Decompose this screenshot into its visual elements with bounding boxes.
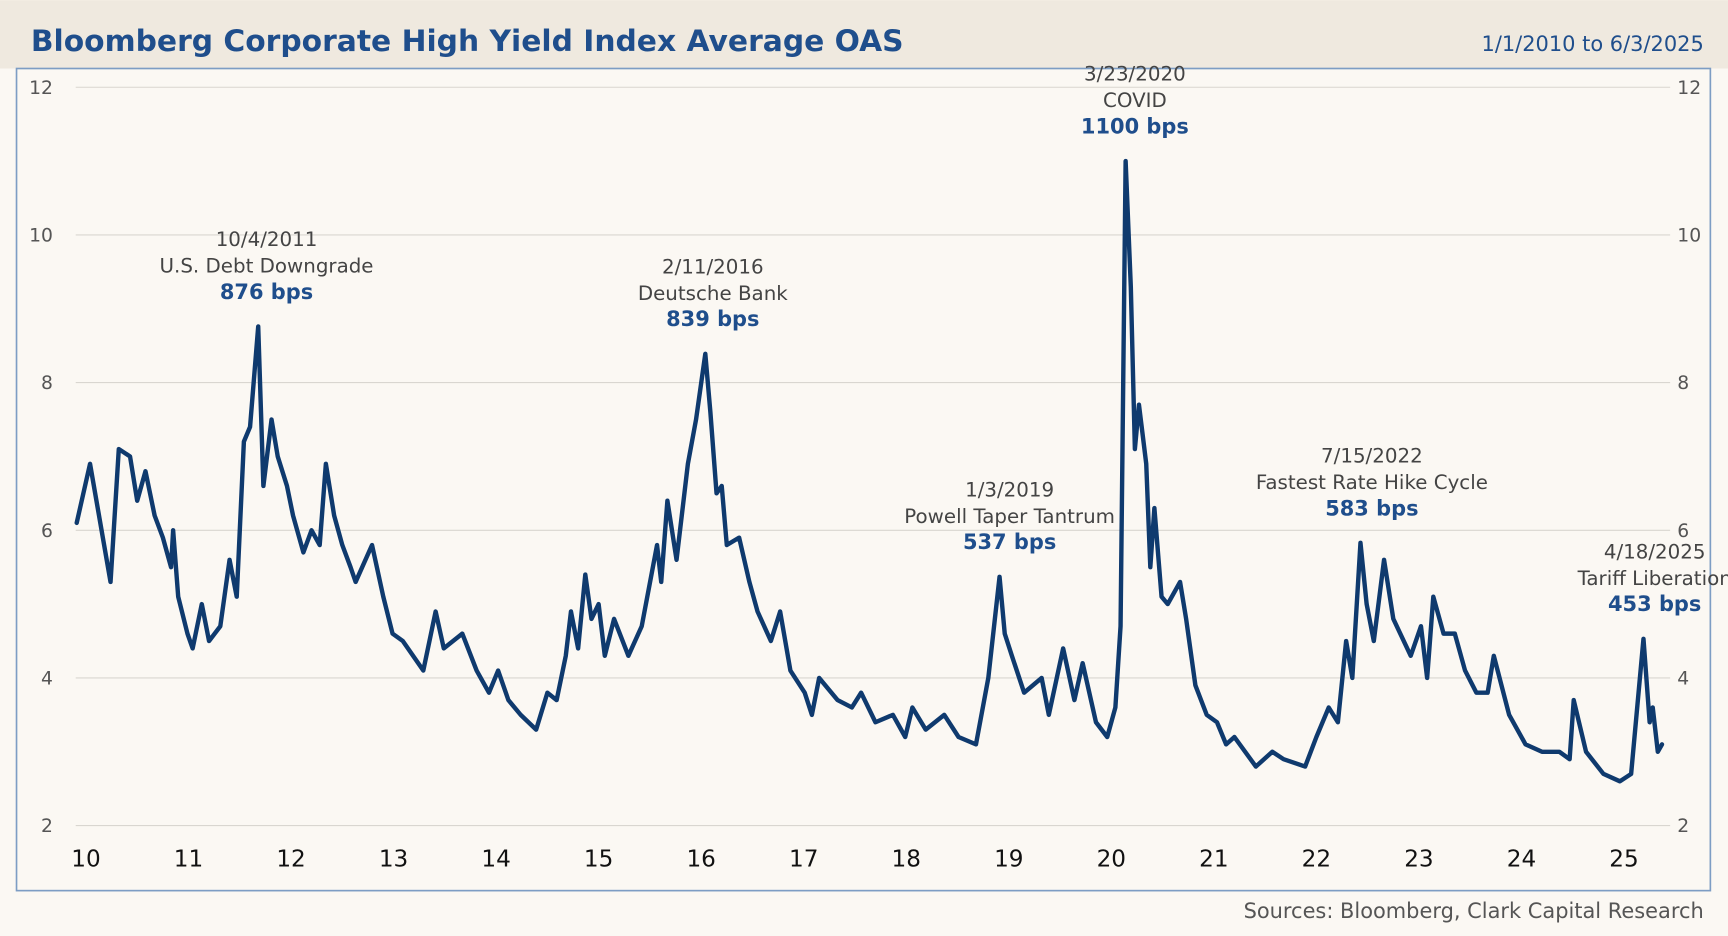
x-tick-label: 12: [276, 846, 305, 872]
x-tick-label: 25: [1609, 846, 1638, 872]
y-tick-label: 2: [41, 816, 53, 837]
x-tick-label: 18: [892, 846, 921, 872]
y-tick-label-right: 4: [1677, 669, 1689, 690]
x-tick-label: 17: [789, 846, 818, 872]
annotation-date: 2/11/2016: [662, 255, 764, 278]
y-tick-label: 12: [29, 78, 53, 99]
x-tick-label: 10: [71, 846, 100, 872]
annotation-date: 7/15/2022: [1321, 444, 1423, 467]
y-tick-label: 4: [41, 669, 53, 690]
x-tick-label: 13: [379, 846, 408, 872]
header-band: [0, 0, 1728, 69]
y-tick-label-right: 8: [1677, 373, 1689, 394]
x-tick-label: 21: [1199, 846, 1228, 872]
x-tick-label: 22: [1302, 846, 1331, 872]
plot-background: [0, 68, 1728, 936]
x-tick-label: 11: [174, 846, 203, 872]
plot-frame: [15, 67, 1712, 892]
annotation-event: Powell Taper Tantrum: [904, 505, 1115, 528]
annotation-event: COVID: [1103, 89, 1167, 112]
y-tick-label-right: 6: [1677, 521, 1689, 542]
annotation-date: 1/3/2019: [965, 478, 1054, 501]
y-tick-label: 10: [29, 226, 53, 247]
y-tick-label: 6: [41, 521, 53, 542]
source-note: Sources: Bloomberg, Clark Capital Resear…: [1244, 899, 1704, 923]
data-line: [74, 158, 1665, 784]
annotation-value: 876 bps: [220, 280, 313, 304]
annotation-event: U.S. Debt Downgrade: [160, 254, 374, 277]
annotation-event: Fastest Rate Hike Cycle: [1256, 471, 1488, 494]
x-tick-label: 15: [584, 846, 613, 872]
annotation-date: 10/4/2011: [216, 228, 318, 251]
chart-title: Bloomberg Corporate High Yield Index Ave…: [31, 24, 904, 59]
annotation-value: 839 bps: [666, 307, 759, 331]
x-tick-label: 16: [686, 846, 715, 872]
annotation-date: 4/18/2025: [1604, 540, 1706, 563]
x-tick-label: 20: [1097, 846, 1126, 872]
annotation-value: 583 bps: [1325, 496, 1418, 520]
x-tick-label: 19: [994, 846, 1023, 872]
annotation-value: 537 bps: [963, 530, 1056, 554]
x-tick-label: 24: [1507, 846, 1536, 872]
annotation-value: 1100 bps: [1081, 115, 1189, 139]
annotation-date: 3/23/2020: [1084, 63, 1186, 86]
annotation-event: Deutsche Bank: [638, 282, 788, 305]
y-tick-label: 8: [41, 373, 53, 394]
chart-subtitle: 1/1/2010 to 6/3/2025: [1482, 32, 1704, 56]
x-tick-label: 23: [1404, 846, 1433, 872]
y-tick-label-right: 2: [1677, 816, 1689, 837]
annotation-event: Tariff Liberation: [1577, 567, 1728, 590]
y-tick-label-right: 10: [1677, 226, 1701, 247]
x-tick-label: 14: [481, 846, 510, 872]
annotation-value: 453 bps: [1608, 592, 1701, 616]
y-tick-label-right: 12: [1677, 78, 1701, 99]
